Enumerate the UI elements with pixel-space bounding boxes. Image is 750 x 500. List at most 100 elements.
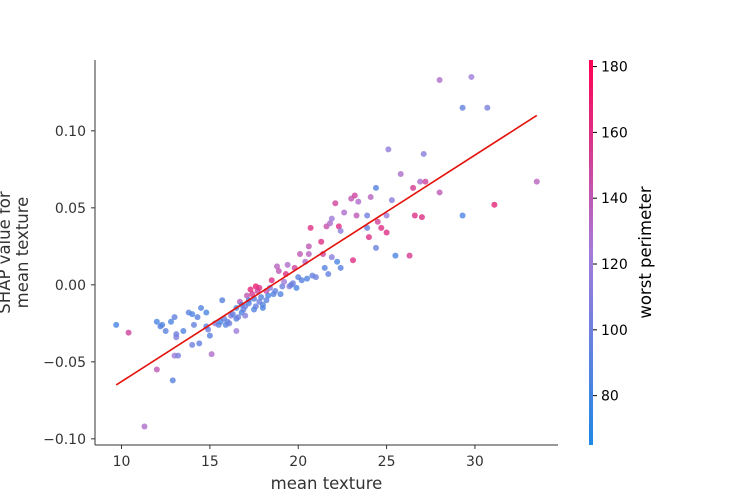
data-point [296,251,303,258]
colorbar-tick-label: 180 [601,60,628,76]
x-tick-label: 25 [378,454,396,470]
data-point [459,212,466,219]
y-tick-label: 0.00 [55,278,86,294]
data-point [304,275,311,282]
y-tick-label: 0.05 [55,201,86,217]
data-point [196,340,203,347]
y-axis-title-line: SHAP value for [0,191,14,314]
data-point [167,318,174,325]
data-point [259,301,266,308]
data-point [341,209,348,216]
data-point [325,271,332,278]
data-point [392,252,399,259]
data-point [203,309,210,316]
data-point [378,224,385,231]
x-axis-title: mean texture [271,474,383,493]
data-point [312,274,319,281]
x-tick-label: 30 [466,454,484,470]
data-point [484,104,491,111]
data-point [318,238,325,245]
data-point [266,284,273,291]
y-tick-label: −0.10 [43,432,86,448]
data-point [420,150,427,157]
data-point [159,321,166,328]
data-point [272,288,279,294]
data-point [206,332,213,339]
colorbar-tick-label: 100 [601,323,628,339]
data-point [153,366,160,373]
data-point [367,194,374,201]
colorbar-tick-label: 120 [601,257,628,273]
data-point [355,198,362,205]
colorbar-tick-label: 160 [601,125,628,141]
data-point [180,328,187,335]
data-point [229,311,236,318]
data-point [268,277,275,284]
data-point [321,264,328,271]
colorbar-tick-label: 80 [601,389,619,405]
data-point [284,261,291,268]
data-point [265,292,272,299]
data-point [189,311,196,318]
data-point [364,212,371,219]
x-tick-label: 15 [201,454,219,470]
data-point [332,200,339,207]
data-point [327,220,334,227]
data-point [388,197,395,204]
data-point [263,297,270,304]
data-point [233,328,240,335]
data-point [491,201,498,208]
y-tick-label: −0.05 [43,355,86,371]
data-point [351,192,358,199]
data-point [298,277,305,284]
data-point [258,294,265,301]
data-point [305,243,312,250]
data-point [410,184,417,191]
data-point [189,341,196,348]
data-point [235,314,242,321]
data-point [353,212,360,219]
data-point [277,291,284,298]
data-point [275,267,282,274]
data-point [436,77,443,84]
y-tick-label: 0.10 [55,124,86,140]
data-point [533,178,540,185]
data-point [219,297,226,304]
data-point [372,184,379,191]
data-point [397,170,404,177]
colorbar-tick-label: 140 [601,191,628,207]
data-point [256,284,263,291]
data-point [190,321,197,328]
x-tick-label: 10 [113,454,131,470]
data-point [175,352,182,359]
data-point [198,304,205,311]
data-point [293,284,300,291]
data-point [374,218,381,225]
data-point [247,286,254,293]
data-point [243,292,250,299]
colorbar: 80 100 120 140 160 180 [589,60,628,445]
data-point [417,178,424,185]
data-point [242,312,249,319]
data-point [171,314,178,321]
data-point [153,318,160,325]
data-point [328,254,335,261]
data-point [335,223,342,230]
data-point [169,377,176,384]
data-point [281,278,288,285]
data-point [385,146,392,153]
data-point [418,214,425,221]
data-point [468,73,475,80]
data-point [436,189,443,196]
data-point [406,252,413,259]
data-point [125,329,132,336]
data-point [411,212,418,219]
data-point [422,178,429,185]
data-point [337,264,344,271]
data-point [328,215,335,222]
data-point [372,244,379,251]
y-axis-title-line: mean texture [13,197,32,309]
y-axis-title: SHAP value formean texture [0,191,32,314]
data-point [364,224,371,231]
